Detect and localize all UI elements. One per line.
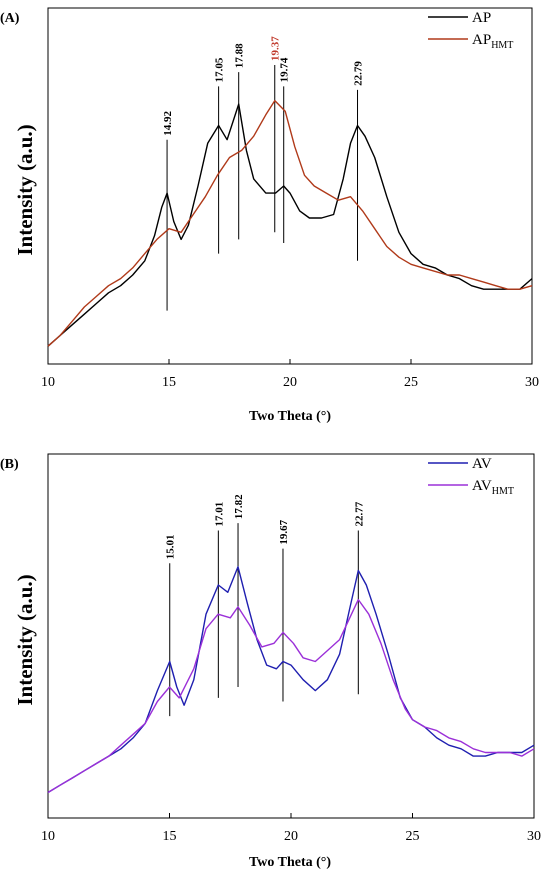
peak-label: 19.67 [278,519,290,544]
x-tick-label: 20 [284,829,298,844]
x-tick-label: 30 [527,829,541,844]
x-tick-label: 20 [283,375,297,390]
peak-label: 19.74 [279,57,291,82]
x-tick-label: 10 [41,375,55,390]
peak-label: 17.01 [213,502,225,527]
peak-label: 15.01 [165,534,177,559]
peak-label: 14.92 [162,110,174,135]
panel-a-x-ticks: 10 15 20 25 30 [41,359,539,390]
legend-entry-subscript: HMT [491,40,513,51]
panel-a-label: (A) [0,11,20,26]
series-line-ap-hmt [47,99,533,347]
peak-label: 17.88 [234,43,246,68]
panel-b: (B) 10 15 20 25 30 15.01 17.01 17.82 19.67 22.77… [0,453,541,870]
panel-b-y-axis-title: Intensity (a.u.) [13,574,37,705]
series-line-av-hmt [47,598,535,794]
legend-entry: AV [472,456,492,472]
peak-label: 17.05 [214,57,226,82]
peak-label: 19.37 [270,36,282,61]
legend-entry: APHMT [472,32,513,51]
panel-b-plot-frame [47,453,535,819]
x-tick-label: 10 [41,829,55,844]
panel-b-label: (B) [0,457,19,472]
legend-entry: AVHMT [472,478,514,497]
panel-b-series-lines [47,566,535,794]
panel-b-x-axis-title: Two Theta (°) [249,855,331,870]
peak-label: 22.77 [353,501,365,526]
legend-entry: AP [472,10,491,26]
x-tick-label: 25 [404,375,418,390]
x-tick-label: 15 [162,375,176,390]
legend-entry-main: AP [472,10,491,26]
legend-entry-main: AV [472,478,492,494]
series-line-av [47,566,535,794]
peak-label: 22.79 [353,61,365,86]
legend-entry-subscript: HMT [492,486,514,497]
panel-b-peak-markers: 15.01 17.01 17.82 19.67 22.77 [165,494,365,717]
panel-a-y-axis-title: Intensity (a.u.) [13,124,37,255]
x-tick-label: 25 [406,829,420,844]
legend-entry-main: AV [472,456,492,472]
panel-a-x-axis-title: Two Theta (°) [249,409,331,424]
x-tick-label: 15 [163,829,177,844]
series-line-ap [47,103,533,347]
peak-label: 17.82 [233,494,245,519]
panel-a-series-lines [47,99,533,347]
panel-a: (A) 10 15 20 25 30 14.92 17.05 17.88 19.3719.74… [0,7,539,424]
x-tick-label: 30 [525,375,539,390]
legend-entry-main: AP [472,32,491,48]
panel-b-x-ticks: 10 15 20 25 30 [41,813,541,844]
